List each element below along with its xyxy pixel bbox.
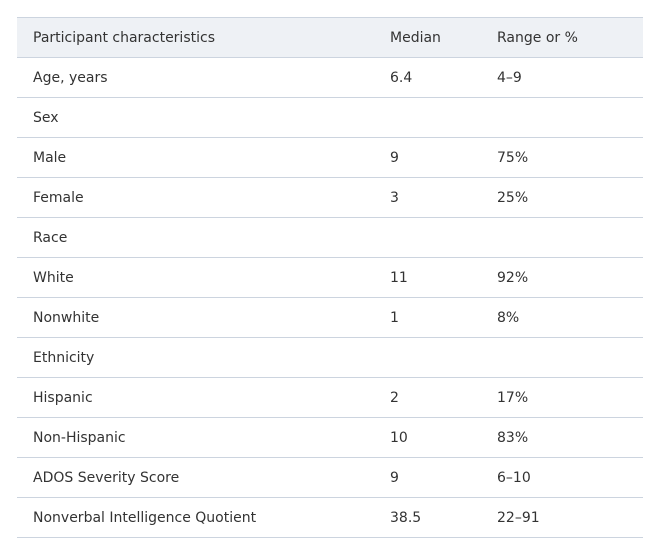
row-median-cell [374, 97, 481, 138]
row-median-cell: 6.4 [374, 57, 481, 98]
row-range-cell: 8% [481, 297, 643, 338]
table-row: Nonverbal Intelligence Quotient 38.5 22–91 [17, 497, 643, 538]
row-label-cell: Hispanic [17, 377, 374, 418]
participant-characteristics-table: Participant characteristics Median Range… [17, 17, 643, 538]
table-row: Sex [17, 97, 643, 138]
row-median-cell: 38.5 [374, 497, 481, 538]
row-label-cell: Sex [17, 97, 374, 138]
row-label-cell: Ethnicity [17, 337, 374, 378]
row-median-cell: 9 [374, 457, 481, 498]
row-range-cell: 17% [481, 377, 643, 418]
row-range-cell [481, 337, 643, 378]
row-range-cell [481, 97, 643, 138]
table-row: ADOS Severity Score 9 6–10 [17, 457, 643, 498]
row-range-cell [481, 217, 643, 258]
row-median-cell [374, 337, 481, 378]
table-body: Age, years 6.4 4–9 Sex Male 9 75% Female 3 25% Rac… [17, 57, 643, 538]
row-range-cell: 75% [481, 137, 643, 178]
table-row: Nonwhite 1 8% [17, 297, 643, 338]
row-range-cell: 22–91 [481, 497, 643, 538]
row-median-cell: 2 [374, 377, 481, 418]
table-row: Race [17, 217, 643, 258]
table-header: Participant characteristics Median Range… [17, 17, 643, 58]
row-label-cell: Age, years [17, 57, 374, 98]
header-cell-median: Median [374, 17, 481, 58]
row-range-cell: 92% [481, 257, 643, 298]
row-median-cell: 3 [374, 177, 481, 218]
row-range-cell: 4–9 [481, 57, 643, 98]
table-row: Male 9 75% [17, 137, 643, 178]
table-row: Hispanic 2 17% [17, 377, 643, 418]
row-label-cell: Male [17, 137, 374, 178]
table-row: Ethnicity [17, 337, 643, 378]
row-median-cell: 10 [374, 417, 481, 458]
table-row: White 11 92% [17, 257, 643, 298]
row-label-cell: Nonverbal Intelligence Quotient [17, 497, 374, 538]
row-median-cell: 11 [374, 257, 481, 298]
row-range-cell: 83% [481, 417, 643, 458]
row-label-cell: ADOS Severity Score [17, 457, 374, 498]
row-median-cell: 9 [374, 137, 481, 178]
header-cell-characteristics: Participant characteristics [17, 17, 374, 58]
row-label-cell: Race [17, 217, 374, 258]
row-label-cell: Non-Hispanic [17, 417, 374, 458]
row-label-cell: Female [17, 177, 374, 218]
table-header-row: Participant characteristics Median Range… [17, 17, 643, 58]
row-median-cell [374, 217, 481, 258]
table-row: Female 3 25% [17, 177, 643, 218]
table-row: Age, years 6.4 4–9 [17, 57, 643, 98]
row-range-cell: 6–10 [481, 457, 643, 498]
table-row: Non-Hispanic 10 83% [17, 417, 643, 458]
participant-characteristics-table-container: Participant characteristics Median Range… [17, 17, 643, 538]
row-median-cell: 1 [374, 297, 481, 338]
row-label-cell: Nonwhite [17, 297, 374, 338]
row-label-cell: White [17, 257, 374, 298]
row-range-cell: 25% [481, 177, 643, 218]
header-cell-range: Range or % [481, 17, 643, 58]
